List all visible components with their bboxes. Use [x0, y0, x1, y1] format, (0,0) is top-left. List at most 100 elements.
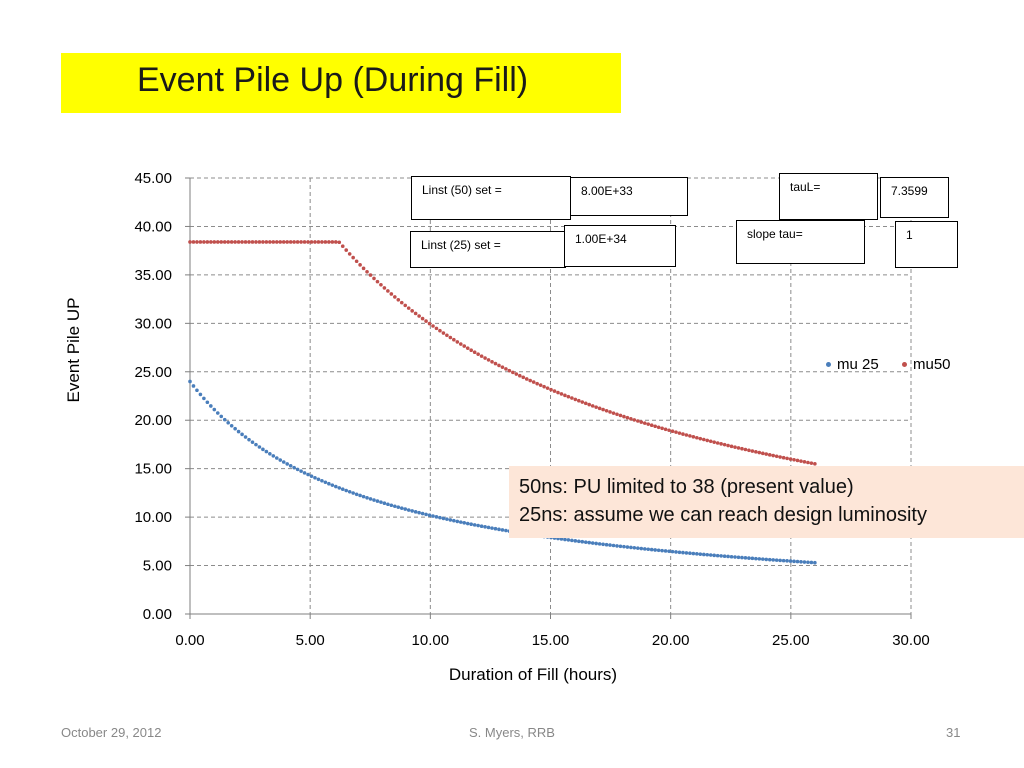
point-mu25	[386, 502, 390, 507]
point-mu50	[323, 240, 328, 244]
point-mu50	[393, 295, 397, 299]
point-mu25	[695, 552, 699, 556]
slope-value-box: 1	[895, 221, 958, 268]
point-mu50	[722, 442, 727, 447]
point-mu50	[431, 324, 435, 328]
point-mu25	[629, 545, 633, 550]
point-mu50	[559, 392, 564, 396]
point-mu25	[691, 551, 696, 556]
point-mu50	[281, 240, 286, 244]
point-mu25	[764, 557, 769, 562]
point-mu50	[247, 240, 251, 244]
point-mu50	[774, 454, 779, 459]
point-mu25	[427, 513, 432, 518]
linst25-value: 1.00E+34	[575, 232, 627, 246]
point-mu50	[597, 406, 602, 411]
point-mu25	[632, 545, 637, 550]
point-mu50	[733, 445, 737, 449]
point-mu50	[479, 354, 484, 358]
point-mu50	[257, 240, 262, 244]
point-mu50	[667, 428, 671, 433]
point-mu25	[222, 417, 227, 422]
point-mu50	[306, 240, 310, 244]
point-mu25	[733, 555, 737, 559]
point-mu50	[618, 413, 623, 418]
point-mu50	[215, 240, 220, 244]
point-mu50	[504, 367, 508, 371]
point-mu50	[521, 375, 526, 380]
point-mu25	[302, 471, 307, 475]
point-mu25	[747, 556, 751, 560]
point-mu50	[698, 436, 703, 441]
point-mu50	[278, 240, 283, 244]
point-mu50	[403, 303, 408, 308]
point-mu25	[209, 404, 213, 408]
point-mu50	[292, 240, 296, 244]
point-mu50	[295, 240, 300, 244]
point-mu25	[490, 526, 494, 530]
point-mu50	[375, 279, 380, 284]
point-mu25	[250, 440, 255, 444]
point-mu50	[448, 335, 453, 340]
point-mu25	[740, 555, 744, 560]
point-mu50	[334, 240, 338, 244]
point-mu25	[229, 423, 234, 428]
point-mu25	[601, 542, 605, 547]
point-mu50	[785, 456, 789, 461]
point-mu50	[535, 381, 539, 386]
point-mu25	[205, 400, 210, 405]
point-mu25	[754, 556, 758, 561]
point-mu25	[455, 519, 460, 524]
point-mu25	[469, 522, 473, 527]
point-mu25	[316, 477, 321, 482]
linst25-label: Linst (25) set =	[421, 238, 501, 252]
point-mu25	[410, 509, 414, 513]
point-mu50	[517, 373, 522, 378]
y-tick-label: 5.00	[143, 558, 172, 575]
point-mu25	[438, 515, 442, 520]
legend-mu50: mu50	[902, 356, 951, 373]
point-mu50	[188, 240, 192, 244]
point-mu25	[368, 497, 373, 501]
point-mu25	[604, 542, 609, 547]
point-mu50	[222, 240, 227, 244]
point-mu50	[545, 386, 550, 390]
point-mu25	[212, 407, 217, 412]
point-mu25	[788, 559, 793, 563]
point-mu25	[667, 549, 671, 554]
point-mu50	[441, 331, 446, 335]
point-mu50	[802, 460, 807, 464]
annotation-note: 50ns: PU limited to 38 (present value) 2…	[509, 466, 1024, 538]
point-mu50	[754, 450, 758, 454]
point-mu25	[660, 548, 664, 553]
point-mu50	[413, 311, 418, 316]
point-mu50	[792, 457, 796, 462]
point-mu50	[646, 422, 651, 426]
point-mu50	[691, 435, 696, 439]
point-mu50	[379, 282, 383, 287]
point-mu25	[257, 445, 262, 449]
point-mu50	[809, 461, 814, 465]
point-mu50	[320, 240, 324, 244]
point-mu50	[427, 321, 432, 326]
point-mu50	[587, 402, 592, 407]
point-mu50	[632, 418, 637, 422]
point-mu25	[337, 486, 342, 490]
point-mu50	[719, 442, 723, 446]
x-tick-label: 15.00	[532, 632, 570, 649]
point-mu25	[323, 480, 328, 485]
point-mu50	[622, 414, 626, 419]
point-mu25	[372, 498, 376, 502]
point-mu25	[462, 521, 467, 525]
y-tick-label: 30.00	[134, 315, 172, 332]
y-axis-label: Event Pile UP	[64, 298, 83, 403]
point-mu50	[420, 316, 425, 321]
note-line-1: 50ns: PU limited to 38 (present value)	[519, 476, 854, 498]
taul-value: 7.3599	[891, 184, 928, 198]
point-mu25	[736, 555, 741, 560]
point-mu25	[653, 548, 657, 552]
point-mu25	[497, 527, 501, 532]
note-line-2: 25ns: assume we can reach design luminos…	[519, 504, 927, 526]
point-mu50	[566, 394, 571, 399]
